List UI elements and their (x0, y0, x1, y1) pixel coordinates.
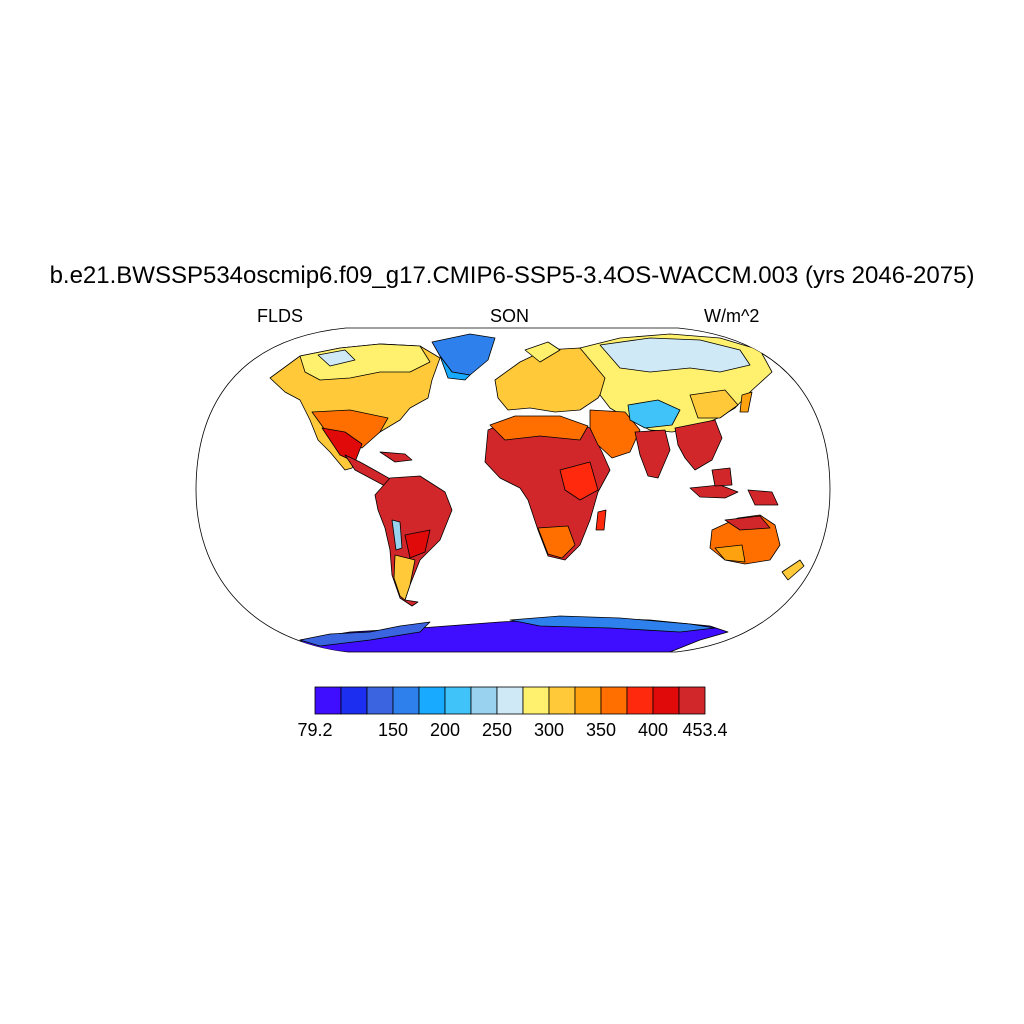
southeast-asia (674, 419, 723, 471)
colorbar-box (470, 686, 498, 715)
tibetan-plateau (627, 399, 681, 429)
colorbar-box (340, 686, 368, 715)
colorbar-tick-label: 200 (430, 720, 460, 740)
australia-south (714, 544, 746, 563)
colorbar-box (496, 686, 524, 715)
borneo (711, 467, 733, 487)
colorbar-box (652, 686, 680, 715)
colorbar-tick-label: 150 (378, 720, 408, 740)
southern-africa (537, 525, 576, 559)
caribbean (379, 451, 413, 463)
gulf-coast (321, 427, 363, 463)
colorbar-box (392, 686, 420, 715)
colorbar-tick-label: 300 (534, 720, 564, 740)
patagonia (393, 554, 416, 601)
scandinavia (524, 341, 561, 363)
colorbar-box (678, 686, 706, 715)
colorbar-box (574, 686, 602, 715)
antarctic-coast (509, 615, 716, 633)
east-asia (689, 389, 739, 419)
colorbar-max-label: 453.4 (682, 720, 727, 740)
colorbar-min-label: 79.2 (297, 720, 332, 740)
australia-north (724, 515, 771, 531)
middle-east (589, 409, 641, 459)
season-label: SON (490, 306, 530, 326)
map-title: b.e21.BWSSP534oscmip6.f09_g17.CMIP6-SSP5… (49, 262, 975, 289)
colorbar-box (626, 686, 654, 715)
new-guinea (747, 489, 779, 506)
colorbar-box (366, 686, 394, 715)
colorbar-box (314, 686, 342, 715)
colorbar-box (444, 686, 472, 715)
siberia (599, 337, 751, 373)
northwest-land (317, 349, 356, 367)
andes (391, 519, 403, 551)
colorbar-tick-label: 350 (586, 720, 616, 740)
colorbar-box (418, 686, 446, 715)
colorbar-box (548, 686, 576, 715)
new-zealand (781, 559, 805, 581)
variable-label: FLDS (257, 306, 304, 326)
colorbar-labels: 79.2 150 200 250 300 350 400 453.4 (297, 720, 727, 740)
antarctic-peninsula (299, 621, 431, 647)
units-label: W/m^2 (704, 306, 760, 326)
colorbar-tick-label: 400 (638, 720, 668, 740)
colorbar: 79.2 150 200 250 300 350 400 453.4 (297, 686, 728, 740)
japan (739, 391, 753, 413)
sahara-north (489, 415, 589, 441)
india (634, 429, 671, 479)
east-africa (559, 461, 599, 501)
madagascar (595, 509, 607, 531)
colorbar-box (600, 686, 628, 715)
colorbar-tick-label: 250 (482, 720, 512, 740)
southern-brazil (404, 529, 431, 559)
colorbar-box (522, 686, 550, 715)
colorbar-boxes (314, 686, 706, 715)
greenland-coast (439, 355, 471, 381)
